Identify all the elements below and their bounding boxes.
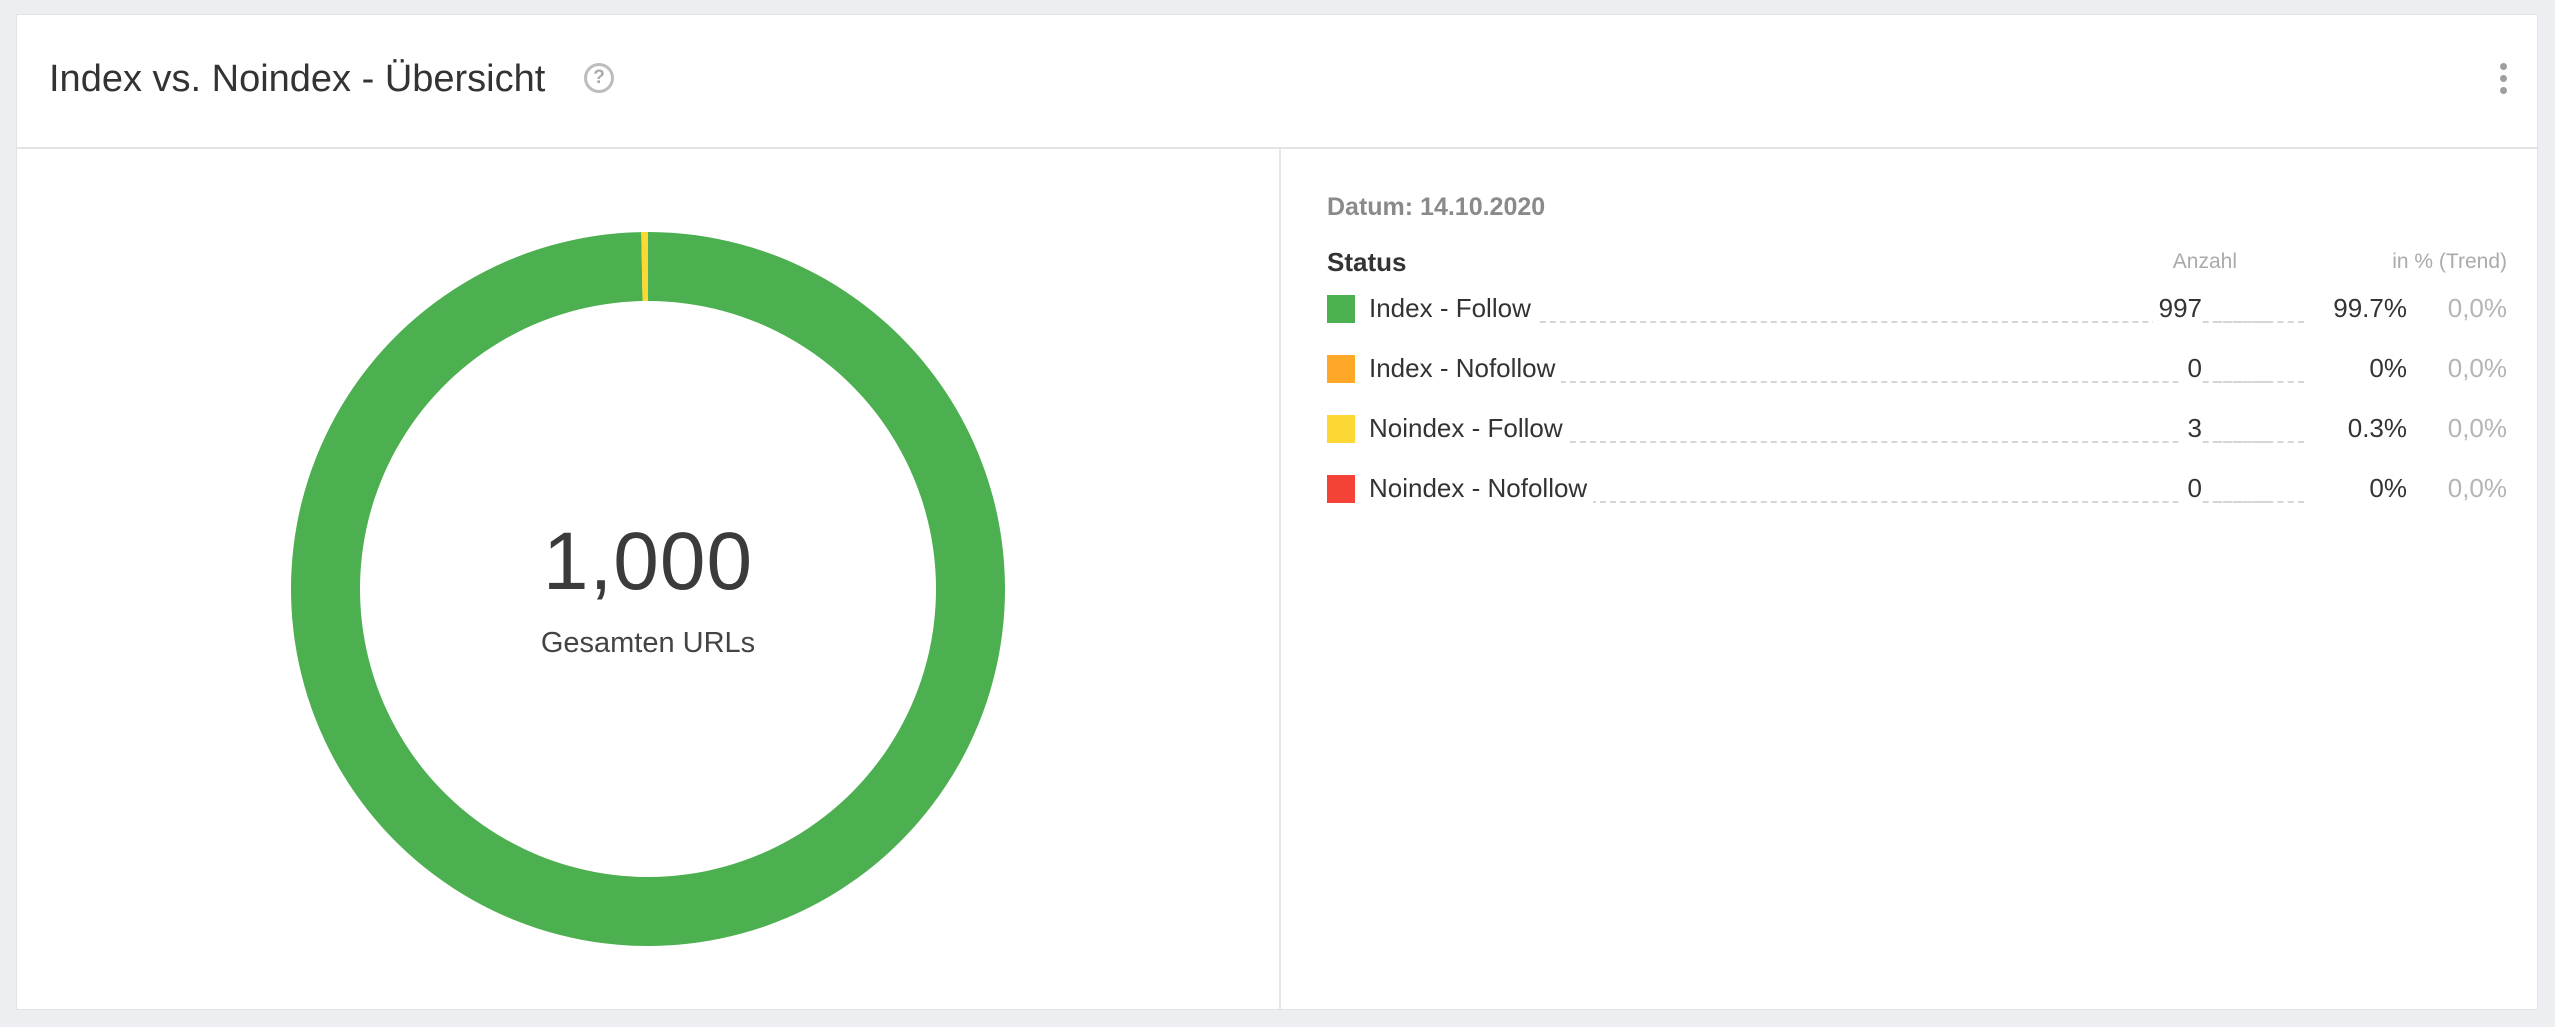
legend-count: 997: [2152, 293, 2202, 324]
column-header-count: Anzahl: [2172, 250, 2237, 273]
more-vertical-icon[interactable]: [2493, 63, 2513, 99]
legend-count: 0: [2181, 473, 2202, 504]
legend-swatch: [1327, 415, 1355, 443]
leader-line: [1369, 441, 2269, 443]
legend-swatch: [1327, 295, 1355, 323]
legend-percent: 0%: [2369, 473, 2407, 503]
leader-line-short: [2216, 501, 2304, 503]
legend-count: 3: [2181, 413, 2202, 444]
legend-percent: 0%: [2369, 353, 2407, 383]
vertical-divider: [1279, 149, 1281, 1009]
donut-slice-highlight-noindex-follow: [641, 232, 648, 302]
legend-row[interactable]: Index - Follow 997 99.7% 0,0%: [1327, 291, 2507, 331]
legend-row[interactable]: Noindex - Follow 3 0.3% 0,0%: [1327, 411, 2507, 451]
legend-swatch: [1327, 475, 1355, 503]
overview-card: Index vs. Noindex - Übersicht ? 1,000 Ge…: [16, 14, 2538, 1010]
legend-row[interactable]: Noindex - Nofollow 0 0% 0,0%: [1327, 471, 2507, 511]
legend-trend: 0,0%: [2447, 293, 2507, 323]
legend-label: Index - Nofollow: [1369, 353, 1562, 384]
leader-line: [1369, 321, 2269, 323]
legend-count: 0: [2181, 353, 2202, 384]
legend-percent: 0.3%: [2347, 413, 2407, 443]
total-value: 1,000: [542, 516, 754, 607]
leader-line-short: [2216, 441, 2304, 443]
legend-label: Noindex - Follow: [1369, 413, 1569, 444]
legend-percent: 99.7%: [2333, 293, 2407, 323]
legend-label: Noindex - Nofollow: [1369, 473, 1594, 504]
card-header: Index vs. Noindex - Übersicht ?: [17, 15, 2537, 149]
leader-line: [1369, 381, 2269, 383]
legend-trend: 0,0%: [2447, 353, 2507, 383]
column-header-status: Status: [1327, 247, 1407, 277]
total-label: Gesamten URLs: [540, 627, 756, 659]
donut-chart: [291, 232, 1006, 946]
legend-swatch: [1327, 355, 1355, 383]
legend-trend: 0,0%: [2447, 413, 2507, 443]
legend-trend: 0,0%: [2447, 473, 2507, 503]
leader-line-short: [2216, 381, 2304, 383]
legend-label: Index - Follow: [1369, 293, 1537, 324]
legend-row[interactable]: Index - Nofollow 0 0% 0,0%: [1327, 351, 2507, 391]
help-circle-icon[interactable]: ?: [584, 63, 614, 93]
leader-line-short: [2216, 321, 2304, 323]
date-label: Datum: 14.10.2020: [1327, 193, 1546, 221]
donut-chart-area: 1,000 Gesamten URLs: [17, 149, 1279, 1009]
legend-panel: Datum: 14.10.2020 Status Anzahl in % (Tr…: [1281, 149, 2537, 1009]
leader-line: [1369, 501, 2269, 503]
column-header-percent: in % (Trend): [2392, 250, 2507, 273]
card-title: Index vs. Noindex - Übersicht: [49, 58, 546, 100]
